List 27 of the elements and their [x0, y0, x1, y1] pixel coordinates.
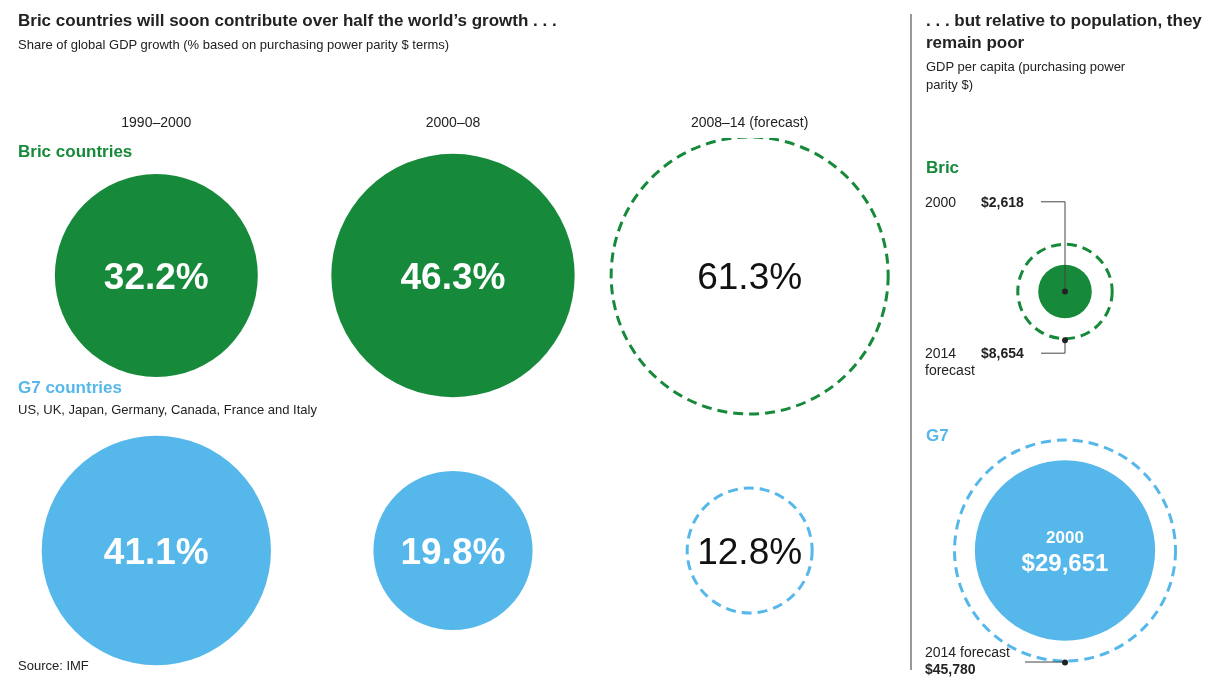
data-label: $29,651: [1021, 548, 1109, 576]
category-label: 2000: [1046, 527, 1084, 547]
text: GDP per capita (purchasing power parity $): [926, 58, 1126, 94]
data-label: 19.8%: [400, 530, 506, 572]
category-label: 2000–08: [424, 114, 482, 130]
data-label: 41.1%: [103, 530, 209, 572]
text: G7 countries: [18, 378, 122, 398]
series-label: Bric countries: [18, 142, 133, 162]
data-label: 32.2%: [103, 255, 209, 297]
text: G7: [926, 426, 949, 446]
text: US, UK, Japan, Germany, Canada, France and Italy: [18, 402, 317, 417]
text: . . . but relative to population, they remain poor: [926, 10, 1203, 54]
category-label: 1990–2000: [120, 114, 193, 130]
text: Share of global GDP growth (% based on purchasing power parity $ terms): [18, 36, 451, 54]
data-label: $2,618: [981, 193, 1025, 210]
data-label: 46.3%: [400, 255, 506, 297]
legend-label: Bric: [926, 158, 960, 178]
category-label: 2008–14 (forecast): [689, 114, 810, 130]
data-label: $8,654: [981, 345, 1025, 362]
category-label: 2014 forecast: [925, 345, 975, 379]
source-note: Source: IMF: [18, 658, 89, 673]
text: Bric countries will soon contribute over half the world’s growth . . .: [18, 10, 558, 32]
category-label: 2014 forecast: [925, 644, 1010, 660]
data-label: 61.3%: [697, 255, 803, 297]
data-label: 12.8%: [697, 530, 803, 572]
category-label: 2000: [925, 193, 957, 210]
data-label: $45,780: [925, 661, 976, 677]
